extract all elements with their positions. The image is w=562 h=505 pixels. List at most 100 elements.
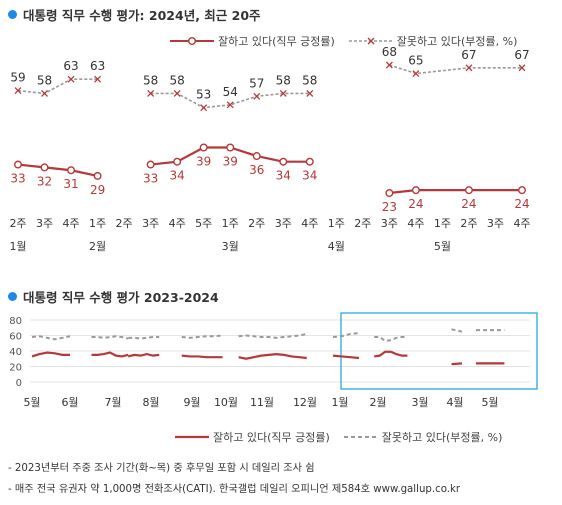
x-tick-label: 5월 <box>481 396 498 409</box>
disapprove-data-label: 58 <box>170 73 185 87</box>
month-label: 5월 <box>434 240 451 253</box>
x-tick-label: 2주 <box>248 217 265 230</box>
x-tick-label: 3주 <box>36 217 53 230</box>
disapprove-series-line <box>374 336 408 342</box>
top-chart-title: 대통령 직무 수행 평가: 2024년, 최근 20주 <box>8 5 261 24</box>
approve-data-label: 34 <box>302 169 317 183</box>
x-tick-label: 3주 <box>275 217 292 230</box>
disapprove-data-label: 58 <box>302 73 317 87</box>
approve-point <box>13 160 22 169</box>
approve-data-label: 39 <box>223 154 238 168</box>
approve-point <box>40 163 49 172</box>
x-tick-label: 4주 <box>62 217 79 230</box>
disapprove-point <box>279 89 287 97</box>
approve-series-line <box>238 352 307 360</box>
disapprove-data-label: 68 <box>382 45 397 59</box>
disapprove-series-line <box>451 328 463 333</box>
disapprove-series-line <box>332 332 360 339</box>
x-tick-label: 2주 <box>354 217 371 230</box>
month-label: 4월 <box>328 240 345 253</box>
x-tick-label: 5주 <box>195 217 212 230</box>
approve-data-label: 33 <box>143 172 158 186</box>
top-title-text: 대통령 직무 수행 평가: 2024년, 최근 20주 <box>23 8 261 23</box>
disapprove-point <box>67 75 75 83</box>
approve-point <box>279 157 288 166</box>
approve-data-label: 29 <box>90 183 105 197</box>
disapprove-data-label: 67 <box>461 48 476 62</box>
disapprove-point <box>412 70 420 77</box>
legend-disapprove-label: 잘못하고 있다(부정률, %) <box>381 431 503 444</box>
bottom-legend: 잘하고 있다(직무 긍정률) 잘못하고 있다(부정률, %) <box>175 429 516 445</box>
x-tick-label: 5월 <box>23 396 40 409</box>
bullet-dot-icon <box>8 10 17 19</box>
x-tick-label: 12월 <box>293 396 317 409</box>
approve-data-label: 24 <box>514 197 529 211</box>
disapprove-data-label: 58 <box>37 73 52 87</box>
disapprove-point <box>465 64 473 72</box>
approve-data-label: 24 <box>408 197 423 211</box>
x-tick-label: 1주 <box>328 217 345 230</box>
x-tick-label: 2주 <box>9 217 26 230</box>
x-tick-label: 8월 <box>142 396 159 409</box>
approve-series-line <box>91 351 129 358</box>
approve-series-line <box>31 351 70 358</box>
disapprove-data-label: 65 <box>408 54 423 68</box>
legend-disapprove-bottom: 잘못하고 있다(부정률, %) <box>343 429 503 445</box>
disapprove-data-label: 63 <box>63 59 78 73</box>
x-tick-label: 2주 <box>460 217 477 230</box>
approve-series-line <box>127 352 160 358</box>
legend-approve-label: 잘하고 있다(직무 긍정률) <box>213 431 330 444</box>
approve-data-label: 34 <box>276 169 291 183</box>
disapprove-point <box>306 89 314 97</box>
bullet-dot-icon <box>8 292 17 301</box>
y-tick-label: 40 <box>9 347 22 358</box>
disapprove-point <box>385 61 393 69</box>
approve-data-label: 32 <box>37 174 52 188</box>
x-tick-label: 10월 <box>214 396 238 409</box>
month-label: 1월 <box>9 240 26 253</box>
y-tick-label: 80 <box>9 316 22 327</box>
approve-point <box>199 143 208 152</box>
disapprove-data-label: 53 <box>196 88 211 102</box>
disapprove-legend-line-icon <box>343 436 378 438</box>
disapprove-data-label: 57 <box>249 76 264 90</box>
approve-point <box>226 143 235 152</box>
footnote-2: - 매주 전국 유권자 약 1,000명 전화조사(CATI). 한국갤럽 데일… <box>8 484 461 495</box>
x-tick-label: 4월 <box>446 396 463 409</box>
x-tick-label: 1주 <box>434 217 451 230</box>
approve-point <box>305 157 314 166</box>
disapprove-series-line <box>389 64 522 75</box>
bottom-chart-title: 대통령 직무 수행 평가 2023-2024 <box>8 287 219 306</box>
x-tick-label: 6월 <box>61 396 78 409</box>
disapprove-point <box>14 87 22 95</box>
approve-series-line <box>17 163 98 178</box>
approve-point <box>411 186 420 195</box>
disapprove-point <box>147 89 155 97</box>
disapprove-series-line <box>91 335 129 340</box>
x-tick-label: 3월 <box>411 396 428 409</box>
approve-point <box>464 186 473 195</box>
approve-point <box>173 157 182 166</box>
x-tick-label: 9월 <box>183 396 200 409</box>
approve-point <box>518 186 527 195</box>
approve-legend-line-icon <box>175 435 209 439</box>
disapprove-point <box>226 101 234 109</box>
bottom-title-text: 대통령 직무 수행 평가 2023-2024 <box>23 290 219 305</box>
disapprove-series-line <box>17 78 98 95</box>
top-line-chart: 59 58 63 63 58 58 53 54 57 58 58 68 65 67 67 33 32 31 29 33… <box>9 45 530 253</box>
disapprove-data-label: 54 <box>223 85 238 99</box>
disapprove-data-label: 63 <box>90 59 105 73</box>
y-tick-label: 20 <box>9 363 22 374</box>
x-tick-label: 11월 <box>250 396 274 409</box>
disapprove-data-label: 59 <box>10 71 25 85</box>
approve-point <box>146 160 155 169</box>
legend-disapprove: 잘못하고 있다(부정률, %) <box>348 33 517 49</box>
y-tick-label: 60 <box>9 332 22 343</box>
approve-data-label: 36 <box>249 163 264 177</box>
y-tick-label: 0 <box>16 378 22 389</box>
disapprove-point <box>518 64 526 72</box>
month-label: 3월 <box>222 240 239 253</box>
disapprove-data-label: 58 <box>276 73 291 87</box>
disapprove-series-line <box>128 336 160 340</box>
footnotes: - 2023년부터 주중 조사 기간(화~목) 중 후무일 포함 시 데일리 조… <box>8 458 460 500</box>
